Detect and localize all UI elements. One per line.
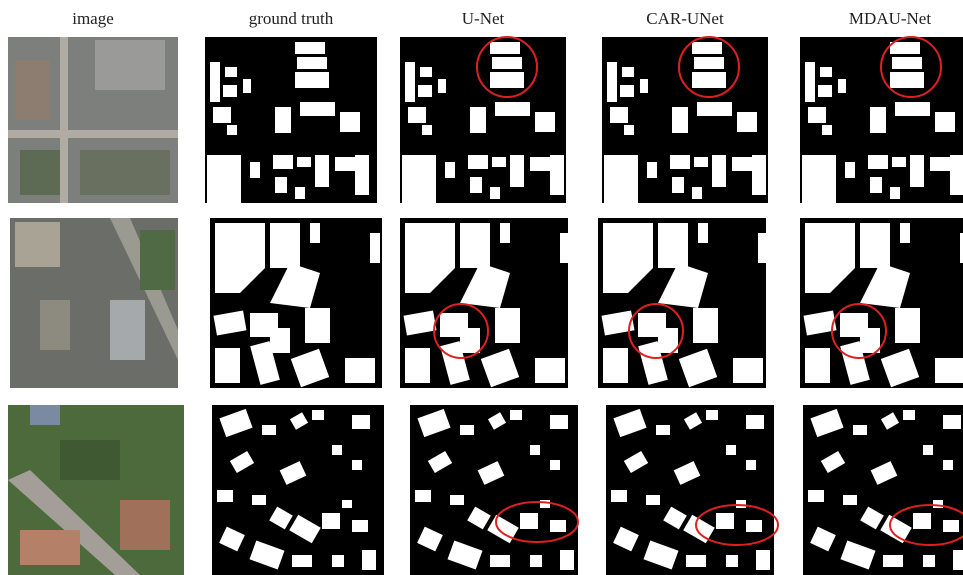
column-header: CAR-UNet — [646, 9, 724, 28]
column-header: U-Net — [462, 9, 505, 28]
aerial-image — [8, 405, 184, 575]
column-header: ground truth — [249, 9, 334, 28]
column-header: image — [72, 9, 114, 28]
column-header: MDAU-Net — [849, 9, 931, 28]
column-headers: image ground truth U-Net CAR-UNet MDAU-N… — [72, 9, 931, 28]
aerial-image — [10, 218, 178, 388]
figure: image ground truth U-Net CAR-UNet MDAU-N… — [0, 0, 963, 575]
page: image ground truth U-Net CAR-UNet MDAU-N… — [0, 0, 963, 575]
aerial-image — [8, 37, 178, 203]
